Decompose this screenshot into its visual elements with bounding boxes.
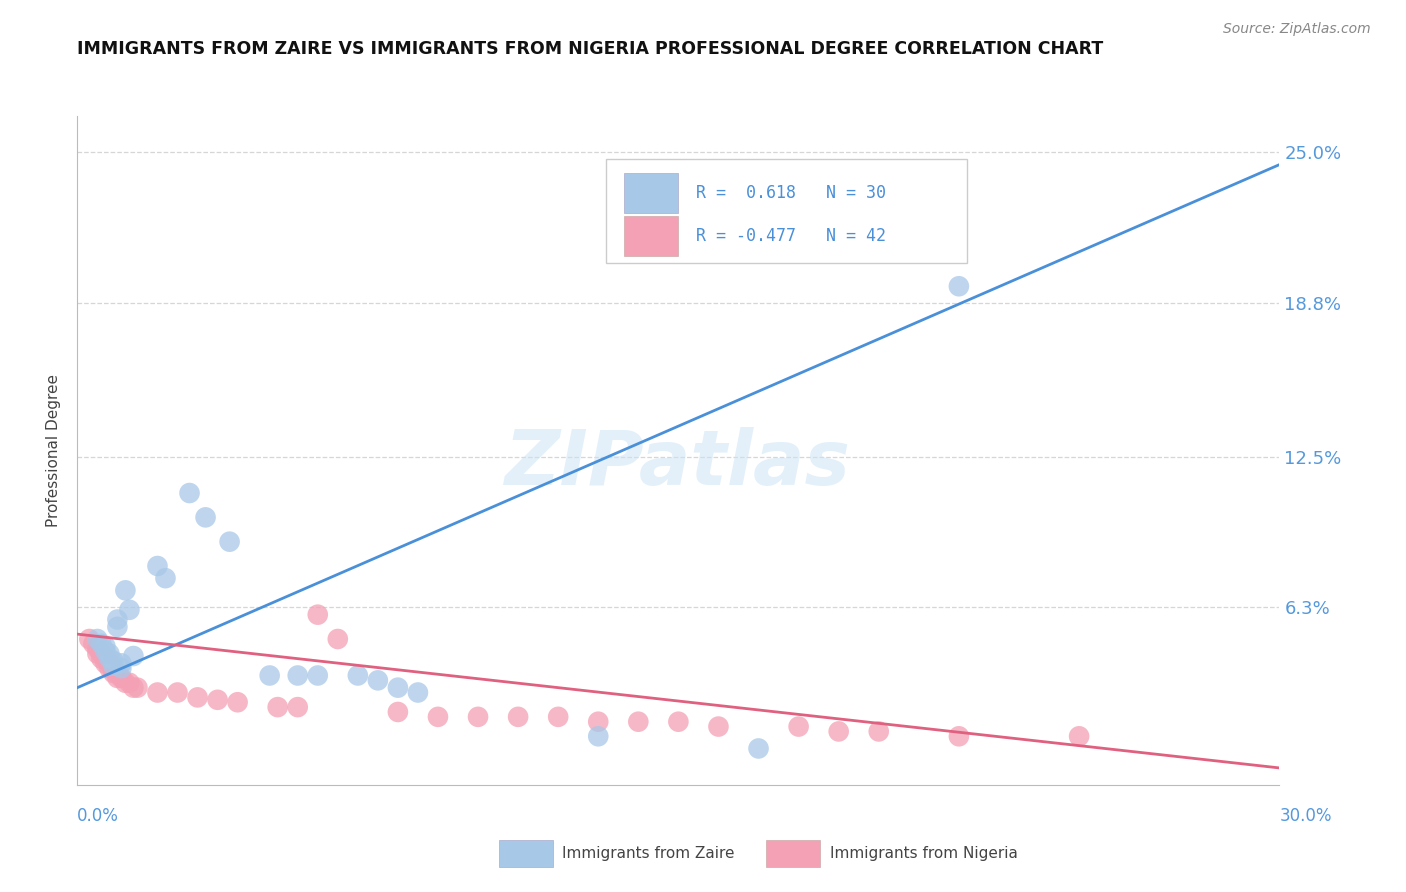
Point: [194, 510, 217, 524]
Text: R = -0.477   N = 42: R = -0.477 N = 42: [696, 227, 886, 245]
Point: [259, 668, 281, 682]
Point: [155, 571, 177, 585]
Point: [94, 640, 117, 654]
Point: [787, 720, 810, 734]
Point: [367, 673, 389, 688]
Point: [110, 661, 132, 675]
Point: [179, 486, 201, 500]
Point: [110, 671, 132, 685]
Y-axis label: Professional Degree: Professional Degree: [46, 374, 62, 527]
Point: [406, 685, 429, 699]
Point: [668, 714, 690, 729]
Point: [508, 710, 530, 724]
Point: [326, 632, 349, 646]
Text: R =  0.618   N = 30: R = 0.618 N = 30: [696, 184, 886, 202]
Point: [267, 700, 290, 714]
Point: [114, 675, 136, 690]
Point: [226, 695, 249, 709]
Text: ZIPatlas: ZIPatlas: [505, 427, 852, 500]
Point: [287, 668, 309, 682]
Point: [347, 668, 370, 682]
Point: [110, 657, 132, 671]
Text: IMMIGRANTS FROM ZAIRE VS IMMIGRANTS FROM NIGERIA PROFESSIONAL DEGREE CORRELATION: IMMIGRANTS FROM ZAIRE VS IMMIGRANTS FROM…: [77, 40, 1104, 58]
Point: [118, 603, 141, 617]
Point: [107, 613, 129, 627]
Point: [90, 651, 112, 665]
Point: [107, 620, 129, 634]
Text: Source: ZipAtlas.com: Source: ZipAtlas.com: [1223, 22, 1371, 37]
Point: [1069, 729, 1091, 743]
Point: [387, 681, 409, 695]
Point: [467, 710, 489, 724]
Point: [98, 661, 121, 675]
Point: [588, 714, 610, 729]
Point: [948, 729, 970, 743]
Point: [868, 724, 890, 739]
Point: [218, 534, 240, 549]
Point: [207, 693, 229, 707]
Point: [103, 658, 125, 673]
Point: [307, 607, 329, 622]
Point: [118, 675, 141, 690]
Point: [707, 720, 730, 734]
Point: [107, 671, 129, 685]
Text: Immigrants from Nigeria: Immigrants from Nigeria: [830, 847, 1018, 861]
Text: Immigrants from Zaire: Immigrants from Zaire: [562, 847, 735, 861]
Point: [90, 647, 112, 661]
Point: [166, 685, 188, 699]
Point: [287, 700, 309, 714]
Point: [828, 724, 851, 739]
Point: [588, 729, 610, 743]
Point: [98, 647, 121, 661]
Point: [86, 632, 108, 646]
Text: 0.0%: 0.0%: [77, 807, 120, 825]
Point: [187, 690, 209, 705]
Point: [127, 681, 149, 695]
Point: [387, 705, 409, 719]
Point: [94, 644, 117, 658]
Point: [79, 632, 101, 646]
FancyBboxPatch shape: [606, 160, 967, 263]
Bar: [624, 217, 679, 257]
Point: [86, 647, 108, 661]
Point: [547, 710, 569, 724]
Point: [122, 648, 145, 663]
Point: [146, 559, 169, 574]
Point: [748, 741, 770, 756]
Point: [94, 651, 117, 665]
Point: [122, 681, 145, 695]
Point: [103, 666, 125, 681]
Point: [307, 668, 329, 682]
Point: [146, 685, 169, 699]
Point: [114, 583, 136, 598]
Bar: [624, 173, 679, 213]
Point: [627, 714, 650, 729]
Point: [107, 666, 129, 681]
Point: [948, 279, 970, 293]
Point: [98, 651, 121, 665]
Point: [98, 657, 121, 671]
Point: [94, 657, 117, 671]
Point: [82, 637, 104, 651]
Text: 30.0%: 30.0%: [1279, 807, 1331, 825]
Point: [103, 661, 125, 675]
Point: [103, 654, 125, 668]
Point: [86, 641, 108, 656]
Point: [90, 637, 112, 651]
Point: [427, 710, 450, 724]
